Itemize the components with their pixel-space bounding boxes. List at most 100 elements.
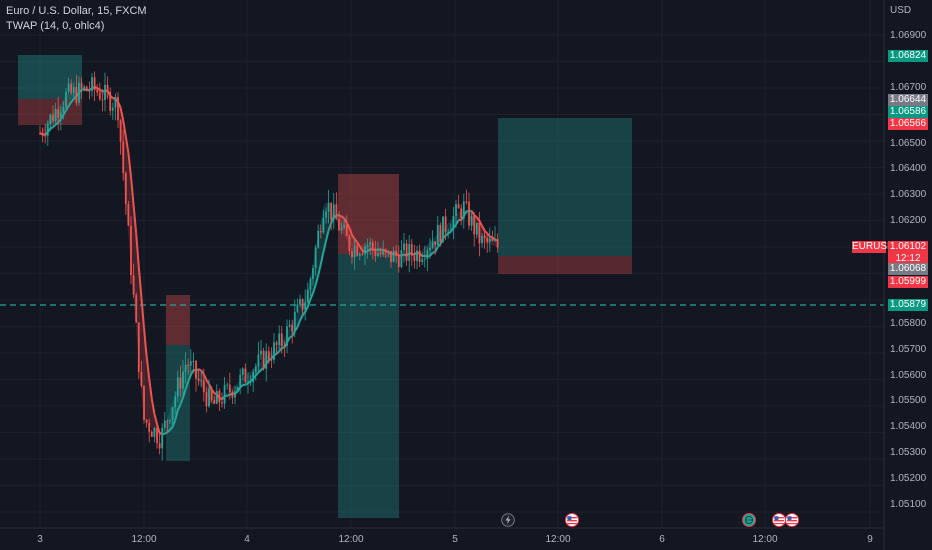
candle-body bbox=[286, 326, 288, 347]
candle-body bbox=[442, 216, 444, 243]
twap-segment bbox=[198, 368, 202, 372]
twap-segment bbox=[434, 246, 439, 253]
twap-segment bbox=[200, 369, 205, 375]
candle-body bbox=[473, 216, 476, 235]
candle-body bbox=[267, 351, 270, 360]
candle-body bbox=[455, 204, 457, 217]
twap-segment bbox=[312, 284, 317, 294]
twap-segment bbox=[156, 423, 161, 434]
candle-body bbox=[111, 107, 114, 111]
candle-body bbox=[218, 391, 221, 403]
twap-segment bbox=[140, 297, 145, 329]
twap-fill bbox=[378, 249, 381, 255]
candle-body bbox=[371, 242, 374, 250]
candle-body bbox=[67, 83, 70, 92]
candle-body bbox=[122, 141, 125, 173]
long-stop-zone-2[interactable] bbox=[498, 256, 632, 274]
price-tick: 1.05700 bbox=[890, 344, 927, 355]
twap-segment bbox=[338, 214, 343, 218]
twap-segment bbox=[473, 214, 478, 219]
candle-body bbox=[486, 237, 489, 243]
long-target-zone-1[interactable] bbox=[18, 55, 82, 99]
candle-body bbox=[306, 289, 309, 303]
twap-segment bbox=[351, 234, 356, 240]
candle-body bbox=[273, 342, 275, 360]
twap-fill bbox=[341, 216, 345, 236]
twap-segment bbox=[444, 232, 449, 237]
candle-body bbox=[231, 392, 234, 398]
candle-body bbox=[494, 239, 496, 241]
twap-segment bbox=[57, 118, 62, 124]
twap-segment bbox=[137, 266, 143, 298]
price-tag: 1.05999 bbox=[888, 276, 928, 288]
short-stop-zone-2[interactable] bbox=[338, 174, 399, 254]
twap-segment bbox=[306, 299, 312, 308]
us-flag-icon[interactable] bbox=[785, 513, 799, 527]
candle-body bbox=[226, 384, 229, 386]
candle-body bbox=[423, 258, 426, 260]
candle-body bbox=[96, 89, 99, 93]
candle-body bbox=[166, 420, 169, 422]
candle-body bbox=[340, 227, 343, 231]
twap-segment bbox=[275, 350, 280, 355]
twap-segment bbox=[52, 123, 57, 128]
candle-body bbox=[150, 431, 153, 437]
twap-segment bbox=[255, 371, 260, 377]
short-target-zone-2[interactable] bbox=[338, 254, 399, 518]
candle-body bbox=[78, 82, 80, 103]
candle-body bbox=[215, 391, 218, 404]
chart-title[interactable]: Euro / U.S. Dollar, 15, FXCM bbox=[6, 5, 147, 17]
twap-segment bbox=[301, 311, 306, 316]
candle-body bbox=[213, 400, 216, 404]
candle-body bbox=[338, 219, 340, 231]
candle-body bbox=[418, 250, 421, 262]
twap-segment bbox=[62, 109, 67, 116]
twap-segment bbox=[257, 369, 262, 374]
candle-body bbox=[460, 208, 463, 219]
candle-body bbox=[72, 87, 75, 94]
lightning-icon[interactable] bbox=[501, 513, 515, 527]
candle-body bbox=[106, 84, 109, 92]
short-stop-zone-1[interactable] bbox=[166, 295, 190, 345]
candle-body bbox=[241, 368, 244, 375]
candle-body bbox=[49, 114, 52, 124]
candle-body bbox=[236, 386, 239, 392]
indicator-label[interactable]: TWAP (14, 0, ohlc4) bbox=[6, 20, 105, 32]
candle-body bbox=[299, 299, 301, 305]
candle-body bbox=[54, 109, 57, 121]
us-flag-icon[interactable] bbox=[565, 513, 579, 527]
symbol-tag: EURUSD bbox=[852, 241, 895, 253]
candle-body bbox=[496, 239, 499, 248]
twap-segment bbox=[309, 292, 314, 300]
candle-body bbox=[156, 428, 158, 444]
twap-segment bbox=[296, 320, 301, 328]
candle-body bbox=[249, 382, 252, 384]
twap-segment bbox=[455, 219, 460, 226]
position-zones[interactable] bbox=[18, 55, 632, 518]
candle-body bbox=[327, 202, 330, 212]
candle-body bbox=[280, 333, 283, 346]
candle-body bbox=[384, 249, 387, 253]
candle-body bbox=[358, 254, 361, 256]
candle-body bbox=[436, 224, 439, 246]
candle-body bbox=[395, 250, 398, 256]
long-target-zone-2[interactable] bbox=[498, 118, 632, 256]
candle-body bbox=[140, 371, 143, 386]
globe-icon[interactable] bbox=[742, 513, 756, 527]
twap-segment bbox=[145, 356, 151, 379]
candles bbox=[39, 71, 499, 461]
candle-body bbox=[457, 204, 460, 209]
price-tag: 1.06068 bbox=[888, 263, 928, 275]
us-flag-icon[interactable] bbox=[772, 513, 786, 527]
candle-body bbox=[392, 250, 395, 262]
twap-segment bbox=[343, 217, 348, 224]
candle-body bbox=[182, 371, 184, 389]
last-price-tag: 1.06102 bbox=[888, 241, 928, 253]
twap-segment bbox=[481, 225, 486, 232]
candle-body bbox=[325, 211, 327, 218]
candle-body bbox=[179, 377, 182, 389]
candle-body bbox=[104, 84, 106, 101]
candle-body bbox=[410, 244, 413, 256]
